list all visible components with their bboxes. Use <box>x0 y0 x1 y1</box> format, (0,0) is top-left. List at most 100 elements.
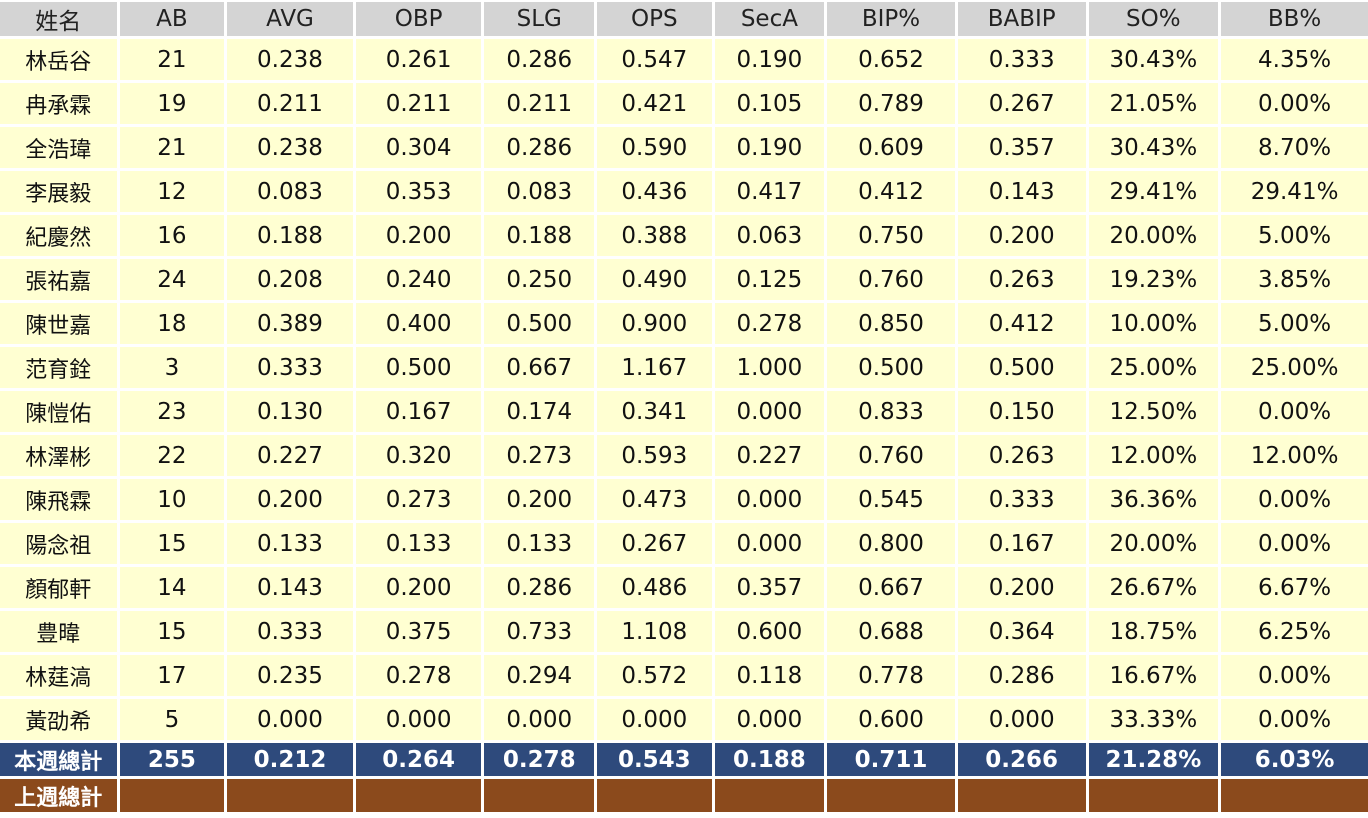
stat-cell: 0.688 <box>827 611 955 652</box>
stat-cell: 0.200 <box>484 479 595 520</box>
table-row: 林莛滈 17 0.235 0.278 0.294 0.572 0.118 0.778 0.286… <box>0 655 1368 696</box>
total-stat-cell: 0.264 <box>355 743 482 776</box>
table-row: 陽念祖 15 0.133 0.133 0.133 0.267 0.000 0.800 0.167… <box>0 523 1368 564</box>
column-header: BABIP <box>957 2 1086 36</box>
stat-cell: 0.188 <box>227 215 353 256</box>
stat-cell: 0.320 <box>355 435 482 476</box>
stat-cell: 6.25% <box>1221 611 1368 652</box>
table-row: 范育銓 3 0.333 0.500 0.667 1.167 1.000 0.500 0.500 2… <box>0 347 1368 388</box>
stat-cell: 0.211 <box>227 83 353 124</box>
stat-cell: 0.486 <box>597 567 712 608</box>
total-stat-cell: 6.03% <box>1221 743 1368 776</box>
player-name-cell: 林岳谷 <box>0 39 117 80</box>
stat-cell: 1.000 <box>714 347 825 388</box>
stat-cell: 30.43% <box>1088 127 1219 168</box>
total-stat-cell <box>957 779 1086 812</box>
stat-cell: 0.417 <box>714 171 825 212</box>
table-row: 陳世嘉 18 0.389 0.400 0.500 0.900 0.278 0.850 0.412… <box>0 303 1368 344</box>
stat-cell: 0.600 <box>714 611 825 652</box>
stat-cell: 0.200 <box>957 567 1086 608</box>
total-label-cell: 本週總計 <box>0 743 117 776</box>
total-stat-cell <box>227 779 353 812</box>
player-name-cell: 冉承霖 <box>0 83 117 124</box>
table-row: 張祐嘉 24 0.208 0.240 0.250 0.490 0.125 0.760 0.263… <box>0 259 1368 300</box>
stat-cell: 0.00% <box>1221 523 1368 564</box>
player-name-cell: 紀慶然 <box>0 215 117 256</box>
stat-cell: 0.000 <box>355 699 482 740</box>
stat-cell: 0.833 <box>827 391 955 432</box>
column-header: BB% <box>1221 2 1368 36</box>
total-stat-cell <box>119 779 225 812</box>
player-name-cell: 李展毅 <box>0 171 117 212</box>
stat-cell: 0.000 <box>714 479 825 520</box>
player-name-cell: 張祐嘉 <box>0 259 117 300</box>
stat-cell: 0.652 <box>827 39 955 80</box>
stat-cell: 0.473 <box>597 479 712 520</box>
stat-cell: 1.108 <box>597 611 712 652</box>
stat-cell: 0.333 <box>957 479 1086 520</box>
stat-cell: 0.00% <box>1221 699 1368 740</box>
stat-cell: 0.375 <box>355 611 482 652</box>
stat-cell: 21 <box>119 39 225 80</box>
stat-cell: 0.105 <box>714 83 825 124</box>
column-header: AVG <box>227 2 353 36</box>
total-stat-cell <box>1088 779 1219 812</box>
stat-cell: 0.388 <box>597 215 712 256</box>
stat-cell: 23 <box>119 391 225 432</box>
stat-cell: 0.167 <box>355 391 482 432</box>
stat-cell: 0.190 <box>714 127 825 168</box>
column-header: OBP <box>355 2 482 36</box>
stat-cell: 0.263 <box>957 259 1086 300</box>
player-name-cell: 豊暐 <box>0 611 117 652</box>
stat-cell: 0.500 <box>827 347 955 388</box>
stat-cell: 0.150 <box>957 391 1086 432</box>
total-stat-cell: 0.711 <box>827 743 955 776</box>
stat-cell: 0.667 <box>484 347 595 388</box>
stat-cell: 0.263 <box>957 435 1086 476</box>
stat-cell: 25.00% <box>1221 347 1368 388</box>
stat-cell: 0.208 <box>227 259 353 300</box>
this-week-total-row: 本週總計 255 0.212 0.264 0.278 0.543 0.188 0.711 0.2… <box>0 743 1368 776</box>
stat-cell: 0.063 <box>714 215 825 256</box>
stat-cell: 19.23% <box>1088 259 1219 300</box>
stat-cell: 10 <box>119 479 225 520</box>
table-row: 李展毅 12 0.083 0.353 0.083 0.436 0.417 0.412 0.143… <box>0 171 1368 212</box>
stat-cell: 0.357 <box>957 127 1086 168</box>
stat-cell: 0.789 <box>827 83 955 124</box>
total-stat-cell: 21.28% <box>1088 743 1219 776</box>
stat-cell: 0.294 <box>484 655 595 696</box>
stat-cell: 3 <box>119 347 225 388</box>
stat-cell: 0.143 <box>957 171 1086 212</box>
stat-cell: 0.188 <box>484 215 595 256</box>
stat-cell: 0.167 <box>957 523 1086 564</box>
stat-cell: 0.590 <box>597 127 712 168</box>
player-name-cell: 陳飛霖 <box>0 479 117 520</box>
stat-cell: 12.50% <box>1088 391 1219 432</box>
stat-cell: 0.286 <box>484 39 595 80</box>
stat-cell: 0.00% <box>1221 391 1368 432</box>
stat-cell: 6.67% <box>1221 567 1368 608</box>
stat-cell: 0.333 <box>227 347 353 388</box>
stat-cell: 0.500 <box>355 347 482 388</box>
column-header: 姓名 <box>0 2 117 36</box>
stat-cell: 33.33% <box>1088 699 1219 740</box>
stat-cell: 0.000 <box>484 699 595 740</box>
stat-cell: 0.667 <box>827 567 955 608</box>
total-stat-cell <box>355 779 482 812</box>
stat-cell: 0.238 <box>227 39 353 80</box>
stat-cell: 25.00% <box>1088 347 1219 388</box>
stat-cell: 0.267 <box>597 523 712 564</box>
last-week-total-row: 上週總計 <box>0 779 1368 812</box>
stat-cell: 0.174 <box>484 391 595 432</box>
stat-cell: 0.286 <box>484 127 595 168</box>
stat-cell: 0.500 <box>957 347 1086 388</box>
stat-cell: 0.421 <box>597 83 712 124</box>
column-header: AB <box>119 2 225 36</box>
stat-cell: 0.000 <box>714 699 825 740</box>
stat-cell: 0.333 <box>227 611 353 652</box>
table-row: 全浩瑋 21 0.238 0.304 0.286 0.590 0.190 0.609 0.357… <box>0 127 1368 168</box>
stat-cell: 5.00% <box>1221 303 1368 344</box>
total-stat-cell: 255 <box>119 743 225 776</box>
total-stat-cell: 0.212 <box>227 743 353 776</box>
